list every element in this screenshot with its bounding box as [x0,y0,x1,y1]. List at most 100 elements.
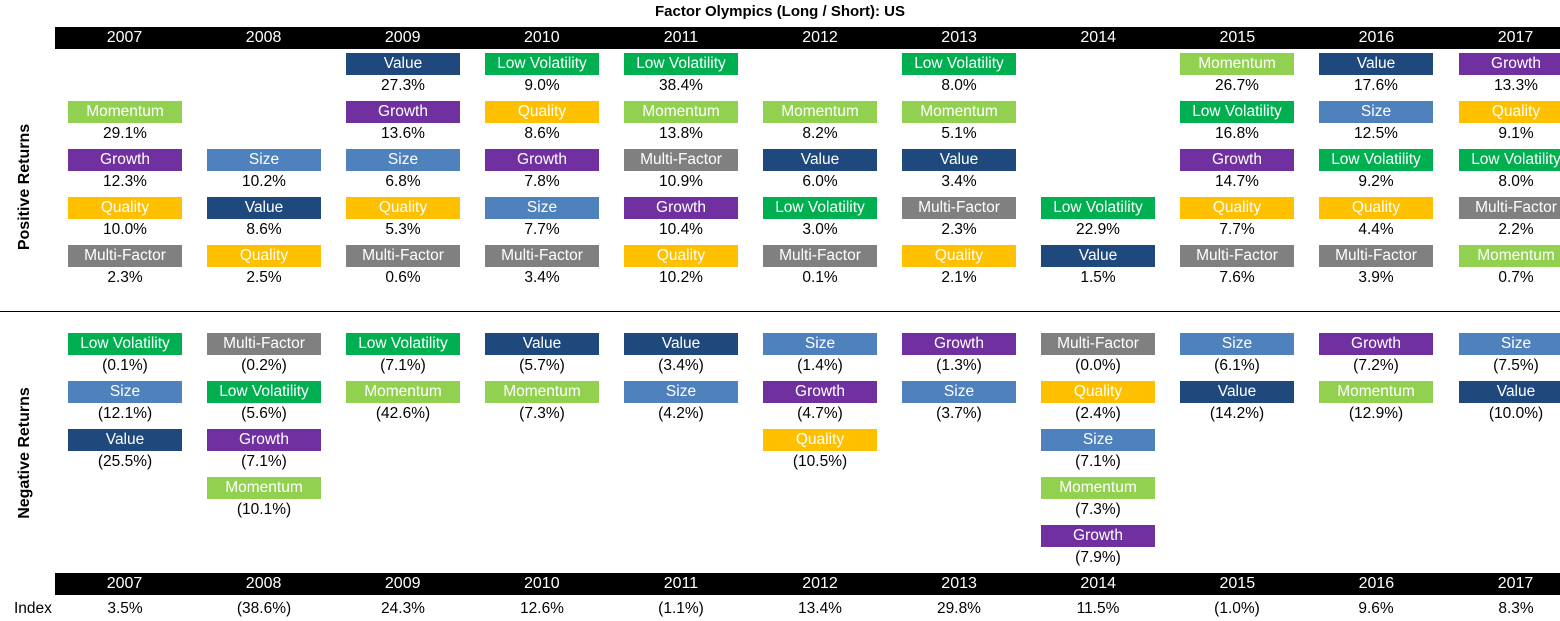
index-value-2010: 12.6% [520,600,564,617]
factor-return-value: 0.7% [1498,269,1534,286]
factor-return-value: 4.4% [1358,221,1394,238]
factor-return-value: 9.0% [524,77,560,94]
factor-return-value: (0.1%) [102,357,148,374]
factor-chip-growth: Growth [485,149,599,171]
year-top-2011: 2011 [663,29,699,46]
factor-chip-quality: Quality [207,245,321,267]
factor-return-value: (3.7%) [936,405,982,422]
year-top-2013: 2013 [941,29,977,46]
factor-chip-growth: Growth [207,429,321,451]
factor-chip-multi-factor: Multi-Factor [207,333,321,355]
factor-chip-low-volatility: Low Volatility [68,333,182,355]
factor-return-value: 3.0% [802,221,838,238]
index-value-2013: 29.8% [937,600,981,617]
factor-chip-value: Value [763,149,877,171]
year-bottom-2012: 2012 [802,575,838,592]
year-top-2017: 2017 [1497,29,1534,46]
factor-chip-momentum: Momentum [1459,245,1560,267]
year-top-2012: 2012 [802,29,838,46]
index-value-2011: (1.1%) [658,600,704,617]
factor-chip-momentum: Momentum [1180,53,1294,75]
index-value-2009: 24.3% [381,600,425,617]
factor-return-value: (7.3%) [519,405,565,422]
index-value-2014: 11.5% [1076,600,1120,617]
factor-return-value: (42.6%) [375,405,431,422]
year-top-2016: 2016 [1358,29,1395,46]
factor-chip-quality: Quality [485,101,599,123]
factor-return-value: (10.0%) [1488,405,1544,422]
factor-chip-low-volatility: Low Volatility [1319,149,1433,171]
factor-return-value: 9.1% [1498,125,1534,142]
year-bottom-2016: 2016 [1358,575,1395,592]
factor-chip-value: Value [624,333,738,355]
factor-return-value: 1.5% [1080,269,1116,286]
factor-chip-size: Size [1319,101,1433,123]
factor-return-value: 10.2% [242,173,286,190]
index-value-2015: (1.0%) [1214,600,1260,617]
factor-chip-low-volatility: Low Volatility [624,53,738,75]
factor-return-value: (0.0%) [1075,357,1121,374]
factor-return-value: (7.2%) [1353,357,1399,374]
factor-chip-momentum: Momentum [763,101,877,123]
factor-chip-growth: Growth [346,101,460,123]
factor-return-value: 13.8% [659,125,703,142]
factor-return-value: 3.9% [1358,269,1394,286]
factor-return-value: 13.6% [381,125,425,142]
factor-chip-quality: Quality [346,197,460,219]
factor-chip-value: Value [68,429,182,451]
negative-returns-label: Negative Returns [15,387,33,519]
factor-chip-size: Size [207,149,321,171]
factor-return-value: 0.1% [802,269,838,286]
factor-return-value: (4.7%) [797,405,843,422]
chart-title: Factor Olympics (Long / Short): US [654,3,905,20]
year-bottom-2009: 2009 [384,575,421,592]
factor-chip-momentum: Momentum [207,477,321,499]
factor-return-value: 38.4% [659,77,703,94]
factor-return-value: 26.7% [1215,77,1259,94]
factor-return-value: 17.6% [1354,77,1398,94]
factor-return-value: (7.3%) [1075,501,1121,518]
factor-chip-quality: Quality [1459,101,1560,123]
factor-chip-value: Value [485,333,599,355]
factor-chip-value: Value [902,149,1016,171]
factor-chip-growth: Growth [1180,149,1294,171]
year-bottom-2007: 2007 [106,575,143,592]
factor-chip-size: Size [902,381,1016,403]
factor-chip-size: Size [763,333,877,355]
factor-chip-momentum: Momentum [624,101,738,123]
factor-return-value: 7.7% [1219,221,1255,238]
factor-chip-growth: Growth [624,197,738,219]
year-bottom-2013: 2013 [941,575,977,592]
factor-chip-value: Value [207,197,321,219]
factor-chip-quality: Quality [1180,197,1294,219]
year-header-top: 2007 2008 2009 2010 2011 2012 2013 2014 2015 2016… [55,27,1560,49]
factor-chip-size: Size [1459,333,1560,355]
year-top-2009: 2009 [384,29,421,46]
factor-chip-momentum: Momentum [485,381,599,403]
factor-chip-quality: Quality [624,245,738,267]
factor-chip-momentum: Momentum [346,381,460,403]
index-label: Index [14,600,52,617]
year-bottom-2010: 2010 [524,575,560,592]
factor-return-value: (7.9%) [1075,549,1121,566]
factor-chip-momentum: Momentum [68,101,182,123]
factor-chip-quality: Quality [1041,381,1155,403]
factor-chip-momentum: Momentum [1041,477,1155,499]
index-value-2007: 3.5% [107,600,143,617]
factor-chip-size: Size [346,149,460,171]
factor-return-value: (3.4%) [658,357,704,374]
factor-return-value: 2.5% [246,269,282,286]
factor-return-value: (10.5%) [792,453,848,470]
factor-chip-multi-factor: Multi-Factor [624,149,738,171]
factor-chip-growth: Growth [1319,333,1433,355]
factor-return-value: (25.5%) [97,453,153,470]
year-bottom-2014: 2014 [1080,575,1116,592]
factor-chip-value: Value [1459,381,1560,403]
factor-return-value: (14.2%) [1209,405,1265,422]
factor-return-value: 12.5% [1354,125,1398,142]
factor-return-value: 2.3% [941,221,977,238]
factor-return-value: (1.3%) [936,357,982,374]
factor-chip-growth: Growth [763,381,877,403]
factor-chip-low-volatility: Low Volatility [1180,101,1294,123]
